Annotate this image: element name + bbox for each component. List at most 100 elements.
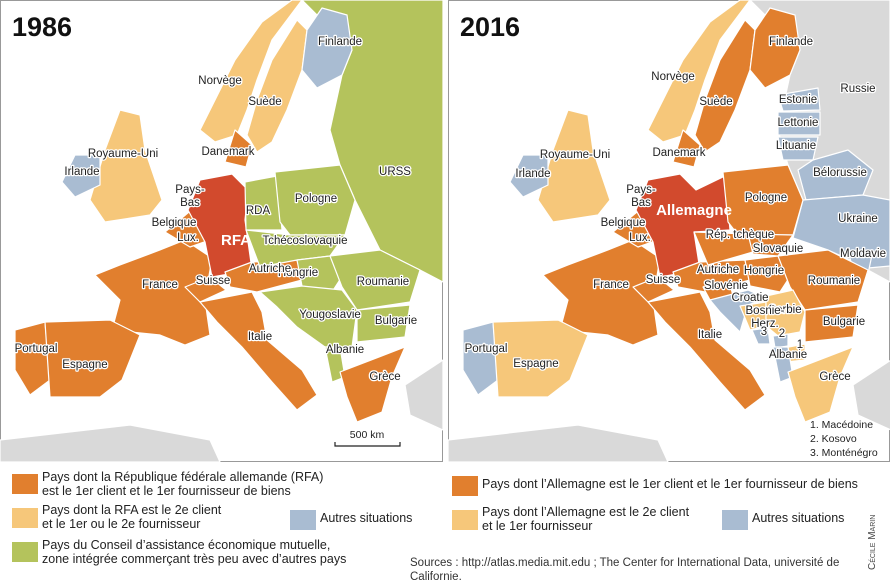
country-label: Roumanie	[357, 276, 409, 288]
country-label: Italie	[698, 329, 722, 341]
country-label: Belgique	[152, 217, 197, 229]
country-label: RDA	[246, 205, 271, 217]
label-line: Herz.	[751, 318, 778, 330]
country-label: Grèce	[819, 371, 850, 383]
country-label: 3	[761, 326, 767, 338]
legend-text: Pays dont la République fédérale alleman…	[42, 470, 323, 498]
country	[329, 249, 421, 311]
legend-line: Pays dont la RFA est le 2e client	[42, 503, 222, 517]
legend-text: Pays dont l’Allemagne est le 1er client …	[482, 477, 858, 491]
country	[184, 276, 227, 303]
country	[804, 304, 859, 343]
country	[44, 319, 141, 398]
label-line: Pays-	[175, 184, 205, 196]
country	[777, 249, 869, 311]
country-label: Moldavie	[840, 248, 886, 260]
country-label: Pologne	[745, 192, 787, 204]
country	[777, 111, 821, 136]
country	[672, 129, 701, 168]
country-label: Bulgarie	[823, 316, 865, 328]
country	[301, 7, 353, 89]
country-label: 1	[797, 339, 803, 351]
country-label: Irlande	[515, 168, 550, 180]
country	[61, 154, 101, 198]
country-label: France	[142, 279, 178, 291]
legend-line: Pays du Conseil d’assistance économique …	[42, 538, 331, 552]
map-2016: 2016 Finlande Russie Norvège Suède Estonie Let…	[448, 0, 890, 462]
country-label: Yougoslavie	[299, 309, 361, 321]
country-label: France	[593, 279, 629, 291]
note: 2. Kosovo	[810, 433, 857, 445]
country-label: Finlande	[769, 36, 813, 48]
country-label: Suède	[699, 96, 732, 108]
legend-line: zone intégrée commerçant très peu avec d…	[42, 552, 347, 566]
country	[339, 346, 406, 423]
country	[792, 194, 890, 269]
country-label: Lituanie	[776, 140, 816, 152]
country	[787, 346, 854, 423]
country-label: Suède	[248, 96, 281, 108]
country-label: Portugal	[465, 343, 508, 355]
label-line: Pays-	[626, 184, 656, 196]
country-label: Lux.	[629, 232, 651, 244]
country	[14, 321, 51, 396]
label-line: Bas	[631, 197, 651, 209]
country-label: Serbie	[768, 304, 801, 316]
country-label: Lux.	[177, 232, 199, 244]
legend-swatch	[12, 508, 38, 528]
country-label: Irlande	[64, 166, 99, 178]
country	[509, 154, 549, 198]
country-label: Norvège	[651, 71, 694, 83]
country	[448, 424, 669, 462]
country	[777, 87, 821, 112]
country-label: Allemagne	[656, 202, 732, 219]
legend-text: Pays du Conseil d’assistance économique …	[42, 538, 346, 566]
legend-text: Pays dont la RFA est le 2e client et le 1…	[42, 503, 221, 531]
country	[259, 285, 358, 348]
country	[199, 291, 318, 411]
country-label: Espagne	[513, 358, 558, 370]
legend-swatch	[452, 476, 478, 496]
country-label: Slovénie	[704, 280, 748, 292]
legend-line: Pays dont la République fédérale alleman…	[42, 470, 324, 484]
legend-text: Autres situations	[320, 511, 412, 525]
country-label: Ukraine	[838, 213, 878, 225]
country-label: RFA	[221, 232, 251, 249]
country-label: Bélorussie	[813, 167, 867, 179]
country-label: Hongrie	[278, 267, 318, 279]
country-label: 2	[779, 328, 785, 340]
country-label: Lettonie	[778, 117, 819, 129]
country-label: Tchécoslovaquie	[262, 235, 347, 247]
country	[224, 129, 253, 168]
credit: Cécile Marin	[867, 514, 878, 570]
country-label: Danemark	[201, 146, 254, 158]
country-label: Royaume-Uni	[540, 149, 610, 161]
legend-line: et le 1er ou le 2e fournisseur	[42, 517, 201, 531]
country-label: Pays-Bas	[175, 184, 205, 209]
country	[749, 7, 801, 89]
country	[852, 359, 890, 431]
legend-line: est le 1er client et le 1er fournisseur …	[42, 484, 291, 498]
country-label: Suisse	[196, 275, 231, 287]
country-label: Norvège	[198, 75, 241, 87]
legend-swatch	[290, 510, 316, 530]
country	[772, 333, 789, 349]
country-label: Albanie	[769, 349, 807, 361]
country-label: Portugal	[15, 343, 58, 355]
sources: Sources : http://atlas.media.mit.edu ; T…	[410, 557, 840, 583]
country-label: Pays-Bas	[626, 184, 656, 209]
map-title: 1986	[12, 12, 72, 42]
map-title: 2016	[460, 12, 520, 42]
country-label: Russie	[840, 83, 875, 95]
country-label: Espagne	[62, 359, 107, 371]
country-label: Danemark	[652, 147, 705, 159]
country	[356, 304, 411, 343]
legend-line: et le 1er fournisseur	[482, 519, 593, 533]
country	[751, 327, 771, 345]
map-1986: 1986 Finlande URSS Norvège Suède Royaume-Uni I…	[0, 0, 443, 462]
country	[492, 319, 589, 398]
label-line: Bosnie-	[746, 305, 785, 317]
legend-swatch	[722, 510, 748, 530]
country-label: Roumanie	[808, 275, 860, 287]
country	[632, 276, 675, 303]
